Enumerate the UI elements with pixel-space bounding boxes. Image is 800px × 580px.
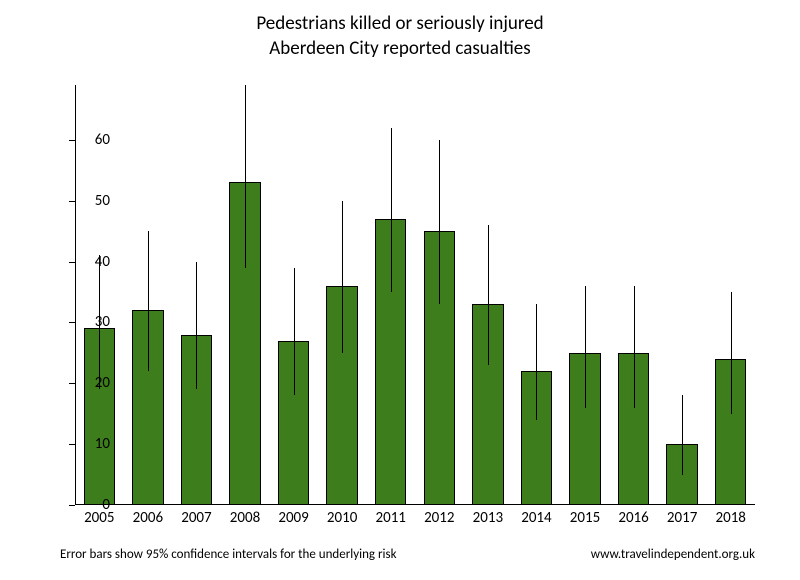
x-tick-label: 2018 xyxy=(715,509,745,527)
y-tick-label: 0 xyxy=(102,496,110,514)
error-bar xyxy=(536,304,537,420)
y-axis xyxy=(75,85,76,505)
error-bar xyxy=(731,292,732,414)
y-tick-label: 60 xyxy=(95,131,110,149)
title-line-2: Aberdeen City reported casualties xyxy=(269,37,530,60)
y-tick xyxy=(69,201,75,202)
error-bar xyxy=(294,268,295,396)
error-bar xyxy=(488,225,489,365)
y-tick xyxy=(69,505,75,506)
error-bar xyxy=(391,128,392,292)
error-bar xyxy=(148,231,149,371)
y-tick-label: 10 xyxy=(95,435,110,453)
x-tick-label: 2006 xyxy=(133,509,163,527)
title-line-1: Pedestrians killed or seriously injured xyxy=(256,12,543,35)
chart-container: Pedestrians killed or seriously injured … xyxy=(0,0,800,580)
x-tick-label: 2010 xyxy=(327,509,357,527)
error-bar xyxy=(682,395,683,474)
x-tick-label: 2015 xyxy=(570,509,600,527)
error-bar xyxy=(634,286,635,408)
y-tick-label: 30 xyxy=(95,313,110,331)
y-tick-label: 20 xyxy=(95,374,110,392)
y-tick xyxy=(69,383,75,384)
y-tick xyxy=(69,140,75,141)
y-tick-label: 40 xyxy=(95,253,110,271)
y-tick xyxy=(69,444,75,445)
x-tick-label: 2012 xyxy=(424,509,454,527)
x-tick-label: 2009 xyxy=(278,509,308,527)
x-axis xyxy=(75,504,755,505)
error-bar xyxy=(196,262,197,390)
x-tick-label: 2013 xyxy=(473,509,503,527)
y-tick-label: 50 xyxy=(95,192,110,210)
error-bar xyxy=(439,140,440,304)
x-tick-label: 2014 xyxy=(521,509,551,527)
y-tick xyxy=(69,322,75,323)
chart-title: Pedestrians killed or seriously injured … xyxy=(0,0,800,61)
footer-source: www.travelindependent.org.uk xyxy=(591,547,755,562)
error-bar xyxy=(245,85,246,268)
error-bar xyxy=(342,201,343,353)
x-tick-label: 2008 xyxy=(230,509,260,527)
plot-area: 2005200620072008200920102011201220132014… xyxy=(75,85,755,505)
x-tick-label: 2016 xyxy=(618,509,648,527)
x-tick-label: 2007 xyxy=(181,509,211,527)
error-bar xyxy=(585,286,586,408)
footer-note: Error bars show 95% confidence intervals… xyxy=(60,547,397,562)
y-tick xyxy=(69,262,75,263)
x-tick-label: 2017 xyxy=(667,509,697,527)
x-tick-label: 2011 xyxy=(375,509,405,527)
